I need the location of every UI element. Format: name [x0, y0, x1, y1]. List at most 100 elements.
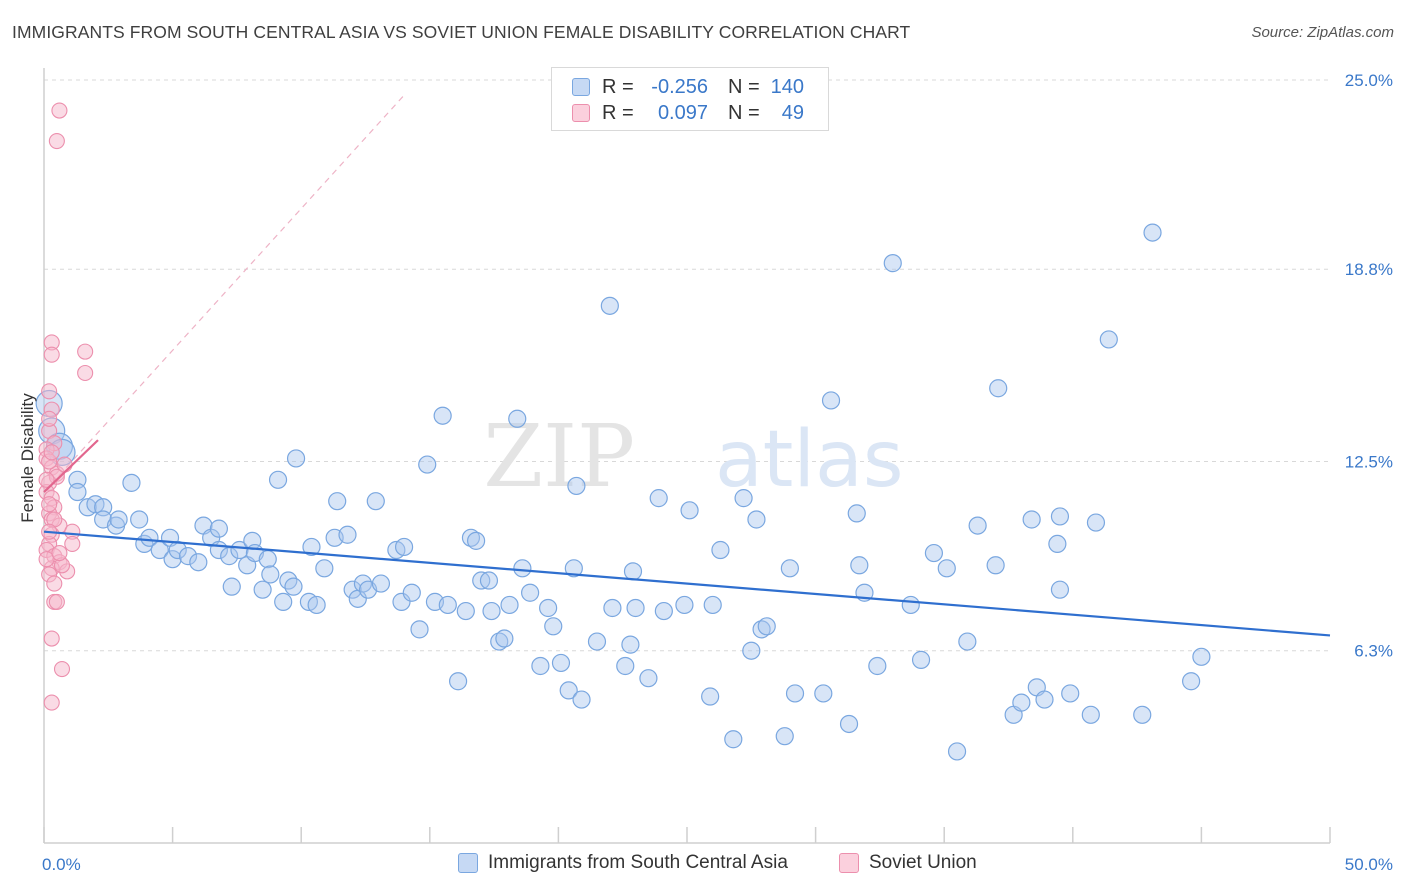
data-point [947, 742, 967, 761]
data-point [901, 595, 920, 615]
data-point [284, 577, 303, 596]
data-point [41, 383, 58, 400]
data-point [472, 571, 491, 590]
data-point [163, 550, 182, 569]
y-tick-labels: 6.3% 12.5% 18.8% 25.0% [1345, 71, 1393, 661]
data-point [209, 519, 228, 538]
data-point [302, 537, 321, 557]
bottom-legend-label: Soviet Union [869, 852, 977, 873]
data-point [775, 727, 794, 746]
bottom-legend-label: Immigrants from South Central Asia [488, 852, 788, 873]
data-point [1022, 510, 1041, 529]
data-point [56, 456, 73, 473]
n-label: N = [728, 101, 760, 124]
data-point [43, 630, 60, 647]
data-point [654, 601, 673, 621]
y-tick-label: 12.5% [1345, 453, 1393, 472]
data-point [328, 492, 347, 511]
data-point [821, 391, 841, 410]
data-point [747, 510, 766, 529]
data-point [924, 543, 944, 563]
data-point [51, 102, 68, 119]
data-point [703, 595, 722, 615]
data-point [780, 559, 799, 578]
data-point [600, 296, 619, 315]
data-point [544, 617, 563, 636]
data-point [307, 595, 326, 615]
data-point [539, 598, 558, 618]
data-point [41, 410, 58, 427]
data-point [315, 559, 334, 578]
data-point [482, 601, 501, 621]
data-point [1182, 672, 1201, 691]
y-tick-label: 25.0% [1345, 71, 1393, 90]
data-point [261, 565, 280, 584]
data-point [937, 559, 956, 578]
data-point [51, 545, 68, 562]
data-point [839, 714, 859, 734]
data-point [286, 449, 306, 468]
stats-legend-row-pink: R = 0.097 N = 49 [572, 100, 804, 126]
data-point [479, 571, 499, 590]
data-point [680, 501, 699, 520]
data-point [64, 535, 81, 552]
data-point [418, 455, 437, 474]
data-point [122, 473, 141, 492]
stats-legend: R = -0.256 N = 140 R = 0.097 N = 49 [551, 67, 829, 131]
data-point [559, 681, 578, 700]
data-point [734, 489, 753, 508]
data-point [724, 730, 743, 749]
data-point [639, 669, 658, 688]
r-label: R = [602, 101, 634, 124]
data-point [77, 343, 94, 360]
data-point [1061, 684, 1080, 703]
data-point [490, 632, 509, 651]
data-point [1048, 534, 1067, 554]
x-tick-label: 0.0% [42, 855, 81, 874]
pink-swatch-icon [839, 853, 859, 873]
data-point [448, 672, 468, 691]
data-point [551, 653, 571, 673]
r-value: -0.256 [651, 75, 708, 98]
data-point [508, 409, 527, 428]
data-point [1143, 223, 1162, 242]
data-point [433, 406, 452, 425]
watermark-zip: ZIP [483, 407, 635, 507]
data-point [43, 694, 60, 711]
x-tick-labels: 0.0% 50.0% [42, 855, 1393, 874]
data-point [587, 632, 607, 651]
data-point [1099, 330, 1118, 349]
soviet-union-trend-extension [43, 94, 405, 493]
data-point [258, 550, 277, 569]
data-point [1012, 693, 1031, 712]
data-point [394, 537, 414, 557]
data-point [603, 598, 622, 618]
y-tick-label: 18.8% [1345, 260, 1393, 279]
data-point [371, 574, 391, 593]
data-point [222, 577, 241, 596]
data-point [626, 598, 645, 618]
data-point [461, 528, 481, 547]
data-point [230, 540, 249, 560]
data-point [48, 132, 65, 150]
data-point [38, 471, 55, 488]
data-point [531, 656, 550, 676]
trend-line-south-central-asia [43, 530, 1331, 637]
data-point [1192, 647, 1211, 666]
data-point [410, 620, 429, 639]
data-point [616, 656, 635, 676]
trend-line-soviet-union [43, 439, 99, 493]
stats-legend-row-blue: R = -0.256 N = 140 [572, 74, 804, 100]
data-point [711, 540, 730, 560]
data-point [513, 559, 532, 578]
y-tick-label: 6.3% [1354, 642, 1393, 661]
data-point [986, 556, 1005, 575]
data-point [847, 504, 866, 523]
series-soviet-union [38, 102, 94, 711]
data-point [48, 593, 65, 610]
data-point [268, 470, 288, 489]
bottom-legend-item-soviet-union: Soviet Union [839, 852, 977, 874]
data-point [649, 489, 668, 508]
data-point [500, 595, 519, 615]
